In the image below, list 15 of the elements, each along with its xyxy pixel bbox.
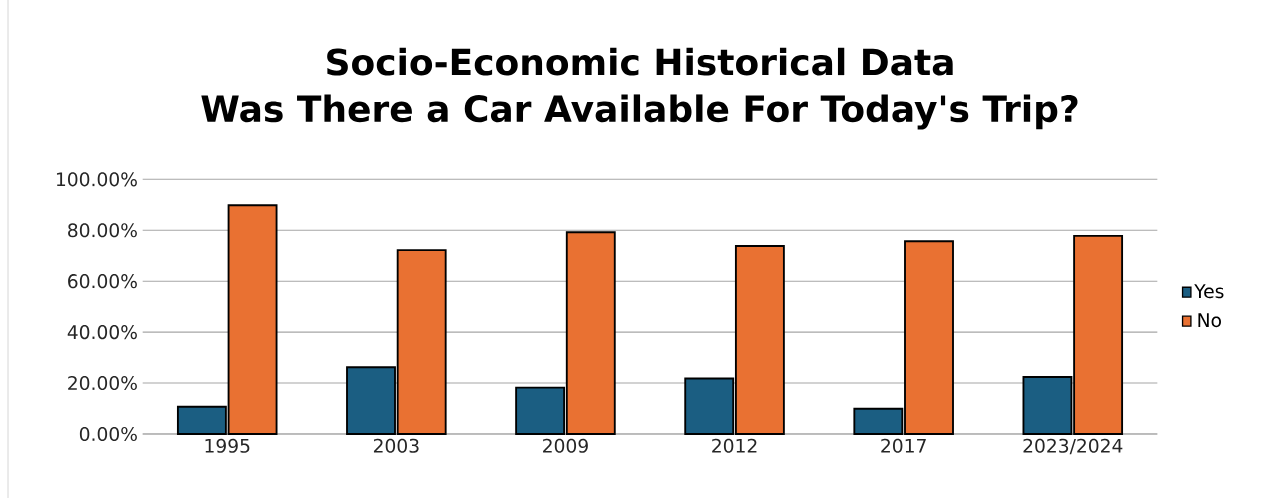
x-tick-label: 2003	[373, 438, 419, 453]
y-tick-label: 100.00%	[56, 172, 137, 187]
y-tick-label: 20.00%	[68, 375, 137, 391]
y-tick-label: 0.00%	[79, 426, 137, 442]
x-tick-label: 2023/2024	[1023, 438, 1123, 455]
y-tick-label: 60.00%	[68, 274, 137, 289]
x-tick-label: 2017	[881, 438, 926, 453]
x-tick-label: 2009	[543, 438, 588, 453]
x-tick-label: 1995	[205, 438, 250, 453]
y-tick-label: 80.00%	[68, 223, 137, 238]
legend-label: Yes	[1194, 284, 1224, 299]
x-tick-label: 2012	[712, 438, 757, 453]
chart-title: Socio-Economic Historical Data Was There a Car Available For Today's Trip?	[201, 47, 1078, 130]
y-tick-label: 40.00%	[67, 325, 137, 340]
legend-label: No	[1198, 313, 1221, 328]
